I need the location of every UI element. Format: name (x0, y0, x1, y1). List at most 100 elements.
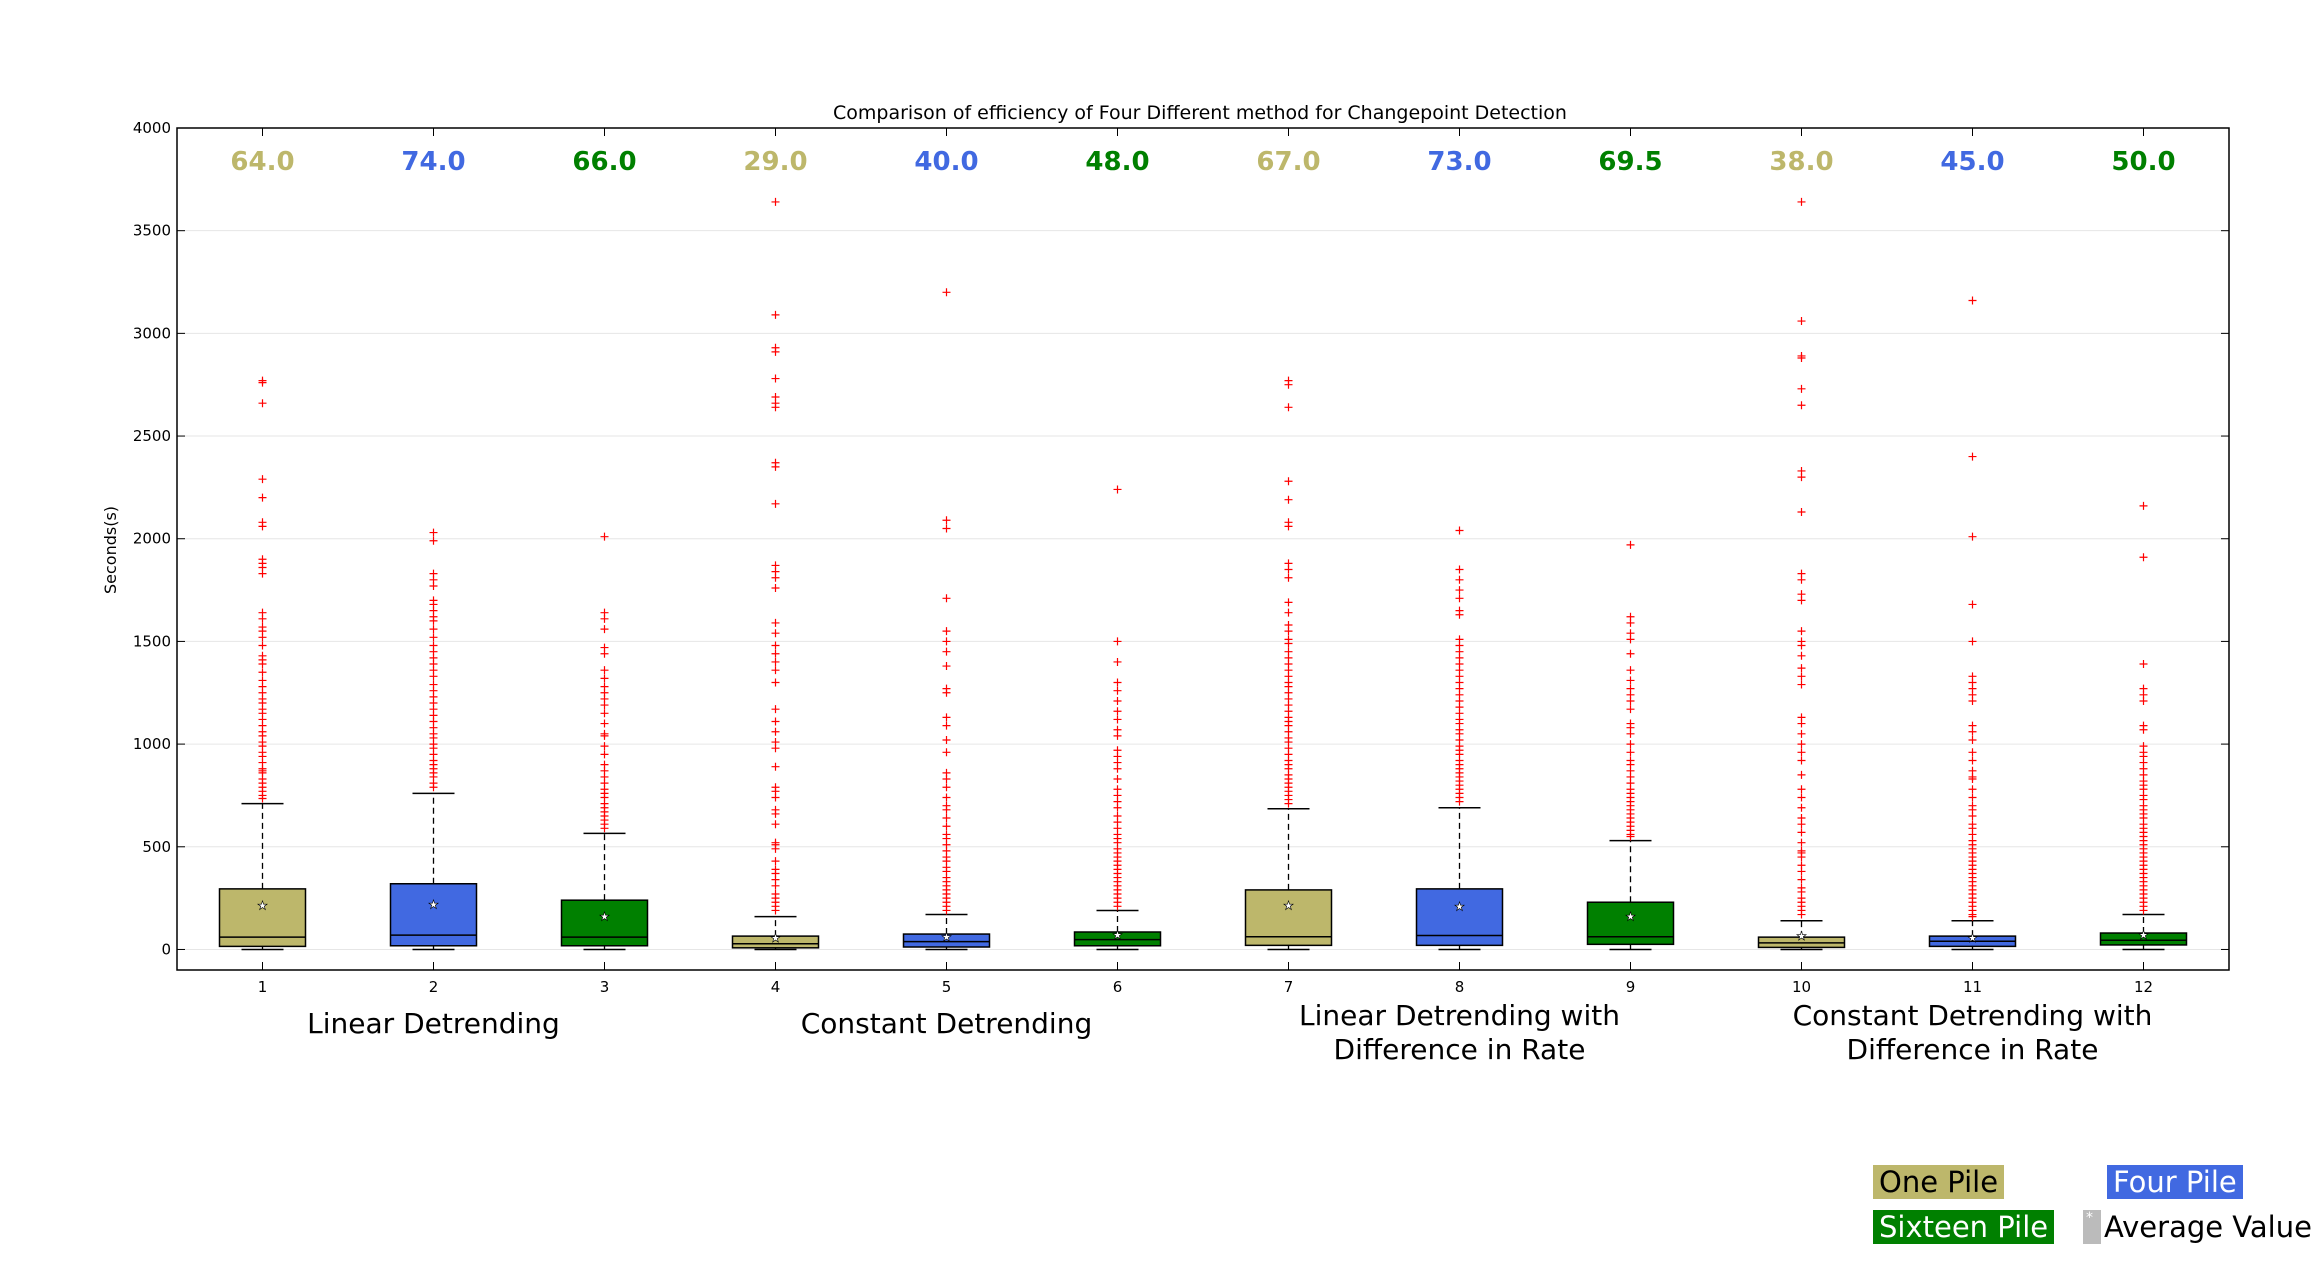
outlier-point (1113, 731, 1122, 740)
outlier-point (1968, 748, 1977, 757)
outlier-point (258, 633, 267, 642)
median-label: 48.0 (1085, 147, 1149, 177)
legend-average-swatch: * (2083, 1210, 2101, 1244)
outlier-point (942, 524, 951, 533)
outlier-point (1284, 639, 1293, 648)
outlier-point (1968, 600, 1977, 609)
group-labels: Linear Detrending Constant Detrending Line… (307, 999, 2152, 1066)
group-label: Difference in Rate (1334, 1033, 1586, 1066)
outlier-point (771, 762, 780, 771)
outlier-point (258, 399, 267, 408)
outlier-point (1797, 853, 1806, 862)
median-label: 38.0 (1769, 147, 1833, 177)
outlier-point (942, 594, 951, 603)
outlier-point (1797, 575, 1806, 584)
outlier-point (1968, 811, 1977, 820)
box-8: ★ 73.0 (1415, 147, 1504, 951)
outlier-point (600, 719, 609, 728)
outlier-point (1284, 477, 1293, 486)
median-label: 66.0 (572, 147, 636, 177)
outlier-point (1797, 820, 1806, 829)
outlier-point (1797, 875, 1806, 884)
outlier-point (771, 717, 780, 726)
outlier-point (1626, 540, 1635, 549)
outlier-point (1797, 354, 1806, 363)
outlier-point (2139, 725, 2148, 734)
outlier-point (1797, 317, 1806, 326)
outlier-point (1797, 384, 1806, 393)
outlier-point (771, 641, 780, 650)
outlier-point (600, 649, 609, 658)
outlier-point (1284, 799, 1293, 808)
mean-marker: ★ (257, 898, 268, 912)
box-3: ★ 66.0 (560, 147, 649, 951)
median-label: 73.0 (1427, 147, 1491, 177)
outlier-point (942, 637, 951, 646)
outlier-point (771, 844, 780, 853)
outlier-point (771, 809, 780, 818)
outlier-point (600, 666, 609, 675)
outlier-point (1797, 401, 1806, 410)
outlier-point (1284, 380, 1293, 389)
outlier-point (771, 744, 780, 753)
outlier-point (1284, 495, 1293, 504)
outlier-point (942, 516, 951, 525)
outlier-point (429, 783, 438, 792)
y-tick-label: 2500 (133, 427, 171, 445)
outlier-point (771, 678, 780, 687)
grid-lines (177, 230, 2229, 950)
outlier-point (600, 701, 609, 710)
box-7: ★ 67.0 (1244, 147, 1333, 951)
legend-average-star-icon: * (2086, 1210, 2093, 1226)
mean-marker: ★ (1625, 910, 1636, 924)
x-tick-label: 1 (258, 978, 268, 996)
outlier-point (1455, 575, 1464, 584)
outlier-point (942, 721, 951, 730)
outlier-point (600, 824, 609, 833)
outlier-point (1626, 705, 1635, 714)
outlier-point (1284, 627, 1293, 636)
mean-marker: ★ (770, 931, 781, 945)
outlier-point (1626, 649, 1635, 658)
x-tick-label: 7 (1284, 978, 1294, 996)
box-body (1415, 888, 1504, 947)
outlier-point (600, 532, 609, 541)
x-tick-label: 5 (942, 978, 952, 996)
x-tick-label: 3 (600, 978, 610, 996)
outlier-point (771, 573, 780, 582)
outlier-point (771, 197, 780, 206)
x-tick-label: 11 (1963, 978, 1982, 996)
mean-marker: ★ (1112, 928, 1123, 942)
outlier-point (771, 347, 780, 356)
outlier-point (1284, 565, 1293, 574)
mean-marker: ★ (941, 930, 952, 944)
outlier-point (942, 688, 951, 697)
outlier-point (942, 805, 951, 814)
outlier-point (1797, 641, 1806, 650)
outlier-point (771, 705, 780, 714)
outlier-point (1284, 608, 1293, 617)
mean-marker: ★ (428, 897, 439, 911)
outlier-point (2139, 696, 2148, 705)
box-body (902, 933, 991, 948)
mean-marker: ★ (1283, 898, 1294, 912)
box-10: ★ 38.0 (1757, 147, 1846, 951)
outlier-point (1113, 707, 1122, 716)
outlier-point (1113, 485, 1122, 494)
outlier-point (771, 629, 780, 638)
outlier-point (258, 794, 267, 803)
outlier-point (1626, 676, 1635, 685)
outlier-point (1797, 627, 1806, 636)
median-label: 69.5 (1598, 147, 1662, 177)
outlier-point (942, 647, 951, 656)
group-label: Difference in Rate (1847, 1033, 2099, 1066)
box-body (560, 899, 649, 947)
outlier-point (942, 662, 951, 671)
outlier-point (258, 668, 267, 677)
outlier-point (600, 750, 609, 759)
median-label: 29.0 (743, 147, 807, 177)
outlier-point (1797, 838, 1806, 847)
outlier-point (1797, 664, 1806, 673)
outlier-point (942, 748, 951, 757)
outlier-point (1797, 680, 1806, 689)
